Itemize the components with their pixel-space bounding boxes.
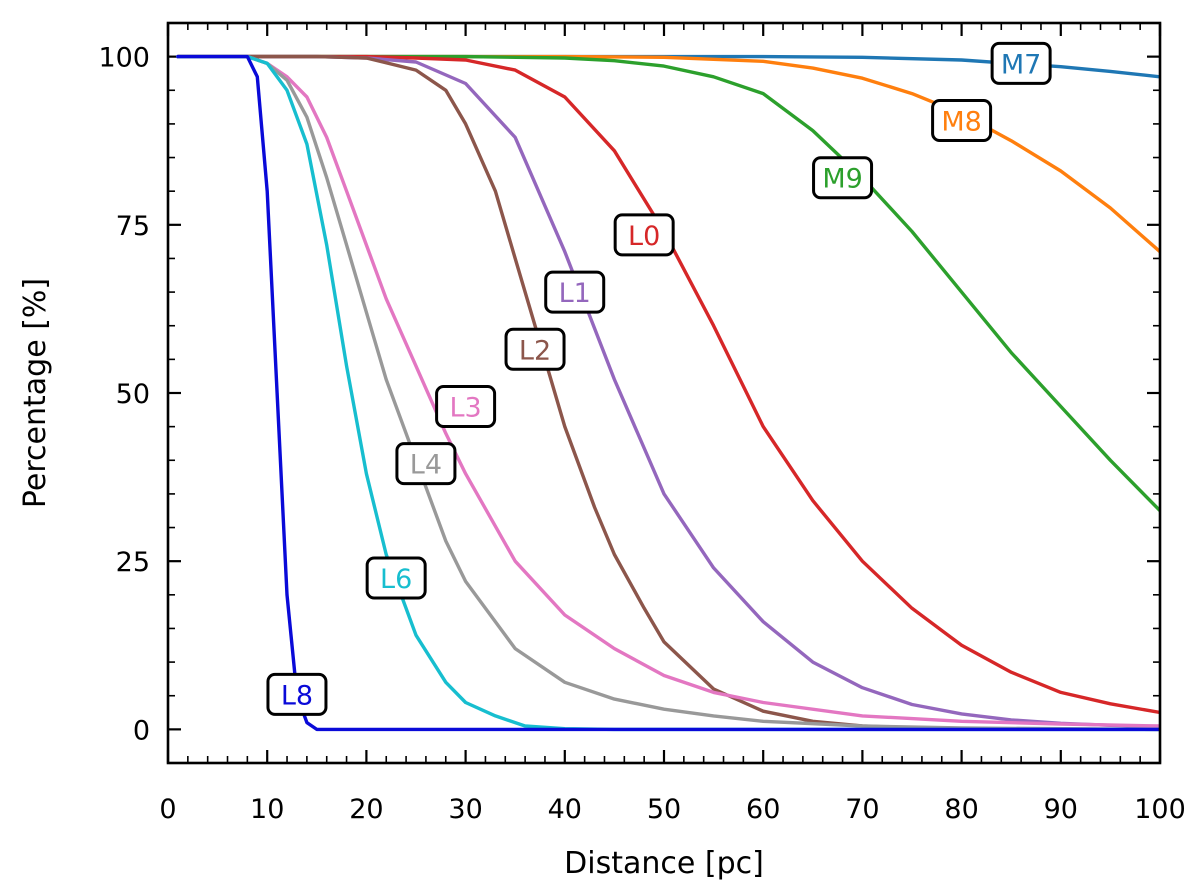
series-label-box-m9 — [812, 156, 874, 200]
series-label-l3: L3 — [449, 392, 481, 423]
series-line-l1 — [176, 54, 1160, 729]
series-label-box-l8 — [266, 672, 328, 716]
y-tick-label: 50 — [116, 379, 150, 410]
x-tick-label: 90 — [1044, 794, 1078, 825]
series-label-box-l3 — [435, 384, 497, 428]
y-tick-label: 0 — [133, 715, 150, 746]
series-label-box-m7 — [990, 41, 1052, 85]
plot-frame — [166, 21, 1162, 765]
series-label-box-l4 — [395, 442, 457, 486]
series-label-box-l6 — [365, 556, 427, 600]
x-tick-label: 10 — [250, 794, 284, 825]
x-tick-label: 30 — [448, 794, 482, 825]
x-tick-label: 40 — [548, 794, 582, 825]
series-line-l8 — [176, 54, 1160, 732]
x-tick-label: 50 — [647, 794, 681, 825]
series-label-box-l2 — [504, 327, 566, 371]
x-tick-label: 60 — [746, 794, 780, 825]
series-label-box-l0 — [613, 213, 675, 257]
series-line-l2 — [176, 54, 1160, 732]
series-label-box-l1 — [544, 270, 606, 314]
x-tick-labels: 0 10 20 30 40 50 60 70 80 90 100 — [159, 794, 1185, 825]
x-tick-label: 0 — [159, 794, 176, 825]
x-tick-label: 100 — [1134, 794, 1186, 825]
y-tick-label: 75 — [116, 211, 150, 242]
x-tick-label: 80 — [944, 794, 978, 825]
series-line-l3 — [176, 54, 1160, 728]
series-label-l6: L6 — [380, 564, 412, 595]
series-line-m7 — [176, 54, 1160, 79]
y-tick-labels: 0 25 50 75 100 — [98, 43, 150, 747]
major-ticks — [166, 23, 1162, 763]
series-line-m8 — [176, 54, 1160, 254]
series-label-l4: L4 — [410, 450, 442, 481]
series-label-m8: M8 — [941, 107, 981, 138]
x-axis-label: Distance [pc] — [564, 846, 764, 881]
series-lines — [176, 54, 1160, 732]
y-axis-label: Percentage [%] — [18, 278, 53, 508]
x-tick-label: 70 — [845, 794, 879, 825]
x-tick-label: 20 — [349, 794, 383, 825]
series-line-l4 — [176, 54, 1160, 732]
series-label-l0: L0 — [628, 221, 660, 252]
y-tick-label: 25 — [116, 547, 150, 578]
series-label-l2: L2 — [519, 335, 551, 366]
series-line-l0 — [176, 54, 1160, 715]
series-label-m9: M9 — [822, 164, 862, 195]
series-label-l8: L8 — [281, 680, 313, 711]
y-tick-label: 100 — [98, 43, 150, 74]
series-label-m7: M7 — [1001, 49, 1041, 80]
series-line-m9 — [176, 54, 1160, 513]
minor-ticks — [168, 22, 1160, 764]
series-label-box-m8 — [931, 99, 993, 143]
series-label-l1: L1 — [559, 278, 591, 309]
series-line-l6 — [176, 54, 1160, 732]
